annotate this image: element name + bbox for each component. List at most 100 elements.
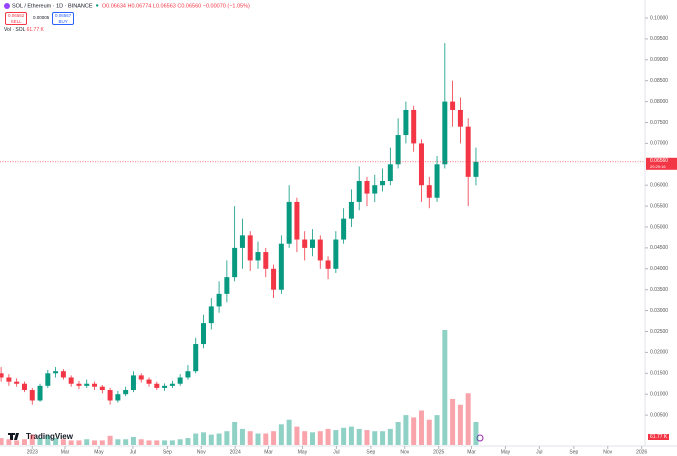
last-price-tag bbox=[646, 157, 677, 170]
candle-body bbox=[115, 394, 121, 401]
candle-body bbox=[177, 377, 183, 384]
volume-bar bbox=[380, 431, 386, 445]
y-tick-label: 0.06000 bbox=[650, 183, 668, 189]
candle-body bbox=[232, 247, 238, 278]
volume-bar bbox=[92, 440, 98, 445]
volume-bar bbox=[146, 440, 152, 445]
candle-body bbox=[302, 239, 308, 248]
volume-bar bbox=[278, 424, 284, 445]
candle-body bbox=[450, 101, 456, 110]
event-marker[interactable] bbox=[476, 434, 484, 442]
candle-body bbox=[99, 386, 105, 391]
y-tick-label: 0.05000 bbox=[650, 224, 668, 230]
candle-body bbox=[348, 201, 354, 219]
candle-body bbox=[255, 252, 261, 261]
volume-bar bbox=[442, 330, 448, 445]
candle-body bbox=[473, 161, 479, 177]
y-tick-label: 0.05500 bbox=[650, 203, 668, 209]
candle-body bbox=[92, 383, 98, 387]
symbol-icon bbox=[4, 3, 10, 9]
sell-price: 0.06562 bbox=[8, 13, 25, 18]
candle-body bbox=[465, 126, 471, 177]
logo-icon bbox=[8, 433, 19, 440]
volume-bar bbox=[14, 440, 20, 445]
volume-axis-label: 61.77 K bbox=[648, 434, 670, 440]
candle-body bbox=[325, 260, 331, 269]
x-tick-label: 2025 bbox=[433, 449, 444, 455]
x-tick-label: Jul bbox=[536, 449, 542, 455]
volume-bar bbox=[372, 431, 378, 445]
y-tick-label: 0.00500 bbox=[650, 412, 668, 418]
volume-bar bbox=[21, 439, 27, 445]
volume-bar bbox=[302, 431, 308, 445]
y-tick-label: 0.02500 bbox=[650, 329, 668, 335]
volume-bar bbox=[473, 422, 479, 445]
spread: 0.00005 bbox=[33, 15, 50, 20]
volume-bar bbox=[123, 439, 129, 445]
volume-bar bbox=[224, 431, 230, 445]
volume-bar bbox=[107, 435, 113, 445]
volume-bar bbox=[434, 415, 440, 445]
volume-bar bbox=[271, 431, 277, 445]
symbol-title: SOL / Ethereum · 1D · BINANCE ● O0.06634 H… bbox=[4, 3, 250, 9]
volume-bar bbox=[162, 440, 168, 445]
volume-bar bbox=[395, 422, 401, 445]
x-tick-label: May bbox=[501, 449, 511, 455]
volume-bar bbox=[325, 428, 331, 445]
volume-bar bbox=[426, 419, 432, 445]
status-dot: ● bbox=[95, 3, 99, 10]
volume-bar bbox=[286, 419, 292, 445]
x-tick-label: Sep bbox=[366, 449, 375, 455]
candle-body bbox=[341, 218, 347, 240]
candle-body bbox=[271, 268, 277, 290]
candle-body bbox=[45, 373, 51, 386]
candle-body bbox=[263, 252, 269, 269]
candle-body bbox=[208, 306, 214, 324]
x-tick-label: Mar bbox=[61, 449, 70, 455]
volume-bar bbox=[387, 428, 393, 445]
x-tick-label: Jul bbox=[130, 449, 136, 455]
volume-bar bbox=[341, 427, 347, 445]
sell-button[interactable]: 0.06562 SELL bbox=[5, 12, 28, 25]
y-tick-label: 0.01000 bbox=[650, 392, 668, 398]
y-tick-label: 0.08000 bbox=[650, 99, 668, 105]
candle-body bbox=[138, 375, 144, 380]
volume-bar bbox=[418, 410, 424, 445]
candle-body bbox=[37, 385, 43, 401]
candle-body bbox=[387, 164, 393, 182]
candle-body bbox=[372, 185, 378, 194]
volume-bar bbox=[348, 426, 354, 445]
candle-body bbox=[356, 181, 362, 202]
candle-body bbox=[403, 109, 409, 136]
y-tick-label: 0.04500 bbox=[650, 245, 668, 251]
logo: TradingView bbox=[26, 432, 74, 441]
volume-bar bbox=[37, 438, 43, 445]
candle-body bbox=[247, 235, 253, 261]
volume-bar bbox=[239, 428, 245, 445]
x-tick-label: Sep bbox=[569, 449, 578, 455]
x-tick-label: Jul bbox=[333, 449, 339, 455]
candle-body bbox=[317, 239, 323, 261]
x-tick-label: Sep bbox=[163, 449, 172, 455]
volume-bar bbox=[45, 435, 51, 445]
candle-body bbox=[239, 235, 245, 248]
y-tick-label: 0.08500 bbox=[650, 78, 668, 84]
candle-body bbox=[286, 201, 292, 244]
buy-button[interactable]: 0.06567 BUY bbox=[52, 12, 75, 25]
volume-bar bbox=[115, 439, 121, 445]
candle-body bbox=[201, 323, 207, 345]
y-tick-label: 0.03000 bbox=[650, 308, 668, 314]
candle-body bbox=[216, 293, 222, 307]
volume-bar bbox=[76, 440, 82, 445]
volume-bar bbox=[177, 439, 183, 445]
candle-body bbox=[457, 109, 463, 127]
y-tick-label: 0.02000 bbox=[650, 350, 668, 356]
volume-bar bbox=[263, 433, 269, 445]
volume-bar bbox=[247, 431, 253, 445]
x-tick-label: Nov bbox=[400, 449, 409, 455]
volume-bar bbox=[0, 438, 4, 445]
candle-body bbox=[426, 185, 432, 198]
y-tick-label: 0.09000 bbox=[650, 57, 668, 63]
candle-body bbox=[411, 109, 417, 144]
